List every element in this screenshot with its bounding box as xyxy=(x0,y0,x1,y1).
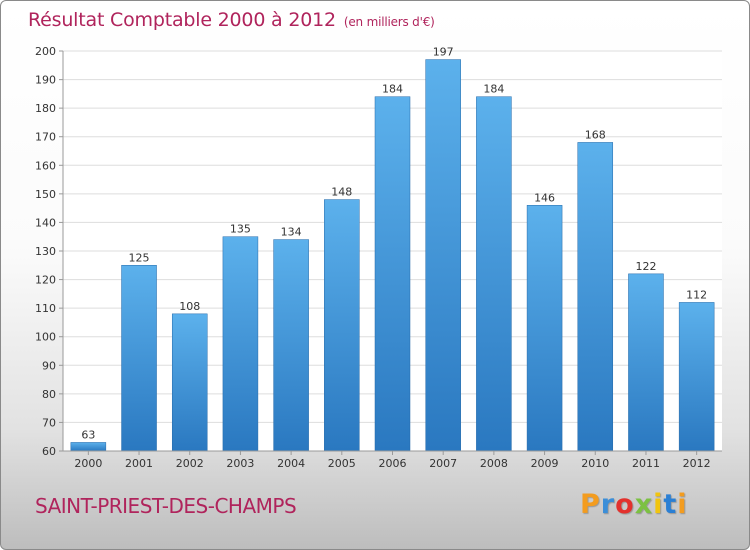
logo-letter: o xyxy=(615,489,635,520)
bar xyxy=(121,265,157,452)
x-tick-label: 2010 xyxy=(581,457,609,470)
x-tick-label: 2008 xyxy=(480,457,508,470)
bar-value-label: 184 xyxy=(483,83,504,96)
bar-value-label: 148 xyxy=(331,186,352,199)
bar xyxy=(678,302,715,452)
bar xyxy=(526,205,563,452)
y-tick-label: 200 xyxy=(35,45,56,58)
y-tick-label: 70 xyxy=(42,416,56,429)
x-tick-label: 2003 xyxy=(226,457,254,470)
y-tick-label: 120 xyxy=(35,274,56,287)
x-tick-label: 2001 xyxy=(125,457,153,470)
bar-value-label: 184 xyxy=(382,83,403,96)
logo-letter: r xyxy=(600,489,616,520)
bar-value-label: 125 xyxy=(129,251,150,264)
y-tick-label: 130 xyxy=(35,245,56,258)
logo-letter: i xyxy=(677,489,688,520)
bar-value-label: 112 xyxy=(686,288,707,301)
x-tick-label: 2012 xyxy=(683,457,711,470)
bar xyxy=(425,59,461,452)
y-tick-label: 60 xyxy=(42,445,56,458)
logo-letter: P xyxy=(580,489,601,520)
bar xyxy=(222,236,259,452)
x-tick-label: 2005 xyxy=(328,457,356,470)
commune-name: SAINT-PRIEST-DES-CHAMPS xyxy=(35,494,297,518)
bar-value-label: 197 xyxy=(433,46,454,59)
bar-value-label: 146 xyxy=(534,191,555,204)
chart-title: Résultat Comptable 2000 à 2012 (en millie… xyxy=(28,9,435,31)
y-tick-label: 140 xyxy=(35,216,56,229)
bar-value-label: 122 xyxy=(635,260,656,273)
bar xyxy=(476,96,512,452)
bar-value-label: 108 xyxy=(179,300,200,313)
y-tick-label: 160 xyxy=(35,159,56,172)
x-tick-label: 2007 xyxy=(429,457,457,470)
proxiti-logo[interactable]: Proxiti xyxy=(580,489,688,520)
bar-value-label: 168 xyxy=(585,128,606,141)
bar xyxy=(273,239,309,452)
x-tick-label: 2006 xyxy=(379,457,407,470)
y-tick-label: 90 xyxy=(42,359,56,372)
y-tick-label: 80 xyxy=(42,388,56,401)
bar xyxy=(324,199,360,452)
logo-letter: i xyxy=(653,489,664,520)
bar-value-label: 135 xyxy=(230,223,251,236)
chart-subtitle: (en milliers d'€) xyxy=(343,15,435,29)
y-tick-label: 190 xyxy=(35,74,56,87)
x-tick-label: 2000 xyxy=(74,457,102,470)
bar xyxy=(171,313,208,452)
bar xyxy=(577,142,614,452)
x-tick-label: 2009 xyxy=(531,457,559,470)
x-tick-label: 2002 xyxy=(176,457,204,470)
bar xyxy=(374,96,411,452)
y-tick-label: 170 xyxy=(35,131,56,144)
bar xyxy=(628,273,664,452)
y-tick-label: 110 xyxy=(35,302,56,315)
x-tick-label: 2011 xyxy=(632,457,660,470)
bar-value-label: 63 xyxy=(81,428,95,441)
bar-value-label: 134 xyxy=(281,226,302,239)
y-tick-label: 100 xyxy=(35,331,56,344)
logo-letter: t xyxy=(663,489,678,520)
y-tick-label: 180 xyxy=(35,102,56,115)
chart-title-text: Résultat Comptable 2000 à 2012 xyxy=(28,9,336,31)
y-tick-label: 150 xyxy=(35,188,56,201)
x-tick-label: 2004 xyxy=(277,457,305,470)
logo-letter: x xyxy=(634,489,654,520)
bar xyxy=(70,442,107,452)
